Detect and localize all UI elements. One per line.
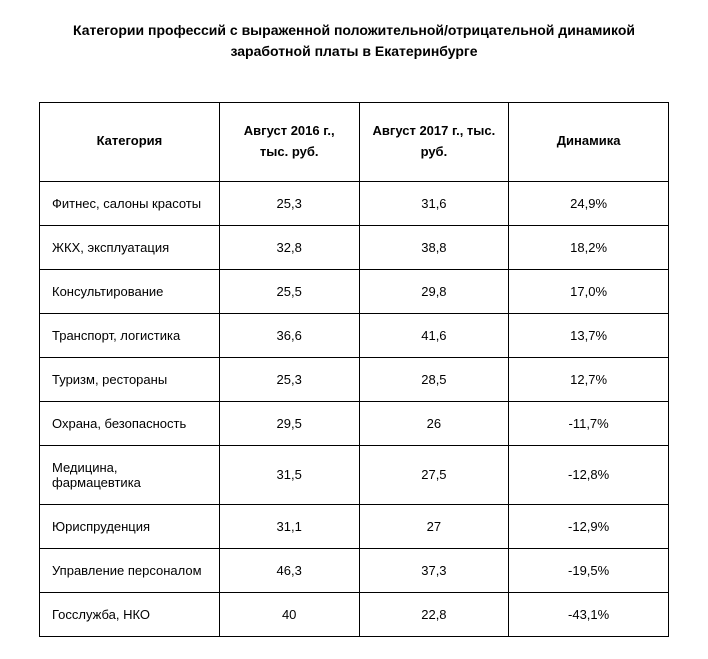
col-category: Категория — [40, 103, 220, 182]
cell-2017: 31,6 — [359, 181, 509, 225]
cell-2017: 28,5 — [359, 357, 509, 401]
cell-category: Госслужба, НКО — [40, 592, 220, 636]
cell-dynamics: -12,9% — [509, 504, 669, 548]
cell-dynamics: 13,7% — [509, 313, 669, 357]
cell-category: Туризм, рестораны — [40, 357, 220, 401]
cell-2017: 41,6 — [359, 313, 509, 357]
cell-category: Фитнес, салоны красоты — [40, 181, 220, 225]
cell-dynamics: 18,2% — [509, 225, 669, 269]
cell-2017: 37,3 — [359, 548, 509, 592]
table-row: Госслужба, НКО4022,8-43,1% — [40, 592, 669, 636]
cell-2016: 31,1 — [219, 504, 359, 548]
cell-2017: 22,8 — [359, 592, 509, 636]
table-row: Управление персоналом46,337,3-19,5% — [40, 548, 669, 592]
cell-2017: 27,5 — [359, 445, 509, 504]
cell-dynamics: 12,7% — [509, 357, 669, 401]
col-dynamics: Динамика — [509, 103, 669, 182]
table-row: Охрана, безопасность29,526-11,7% — [40, 401, 669, 445]
cell-2016: 32,8 — [219, 225, 359, 269]
cell-dynamics: 17,0% — [509, 269, 669, 313]
cell-2016: 36,6 — [219, 313, 359, 357]
cell-category: Охрана, безопасность — [40, 401, 220, 445]
cell-2017: 26 — [359, 401, 509, 445]
cell-dynamics: -43,1% — [509, 592, 669, 636]
salary-table: Категория Август 2016 г., тыс. руб. Авгу… — [39, 102, 669, 637]
cell-dynamics: -19,5% — [509, 548, 669, 592]
cell-2016: 25,5 — [219, 269, 359, 313]
cell-2016: 46,3 — [219, 548, 359, 592]
page-title: Категории профессий с выраженной положит… — [20, 20, 688, 62]
table-header-row: Категория Август 2016 г., тыс. руб. Авгу… — [40, 103, 669, 182]
table-row: Медицина, фармацевтика31,527,5-12,8% — [40, 445, 669, 504]
cell-dynamics: -12,8% — [509, 445, 669, 504]
cell-2017: 29,8 — [359, 269, 509, 313]
cell-2017: 27 — [359, 504, 509, 548]
cell-category: ЖКХ, эксплуатация — [40, 225, 220, 269]
cell-category: Управление персоналом — [40, 548, 220, 592]
cell-dynamics: -11,7% — [509, 401, 669, 445]
col-2016: Август 2016 г., тыс. руб. — [219, 103, 359, 182]
cell-2016: 25,3 — [219, 181, 359, 225]
table-row: Туризм, рестораны25,328,512,7% — [40, 357, 669, 401]
cell-2017: 38,8 — [359, 225, 509, 269]
cell-2016: 29,5 — [219, 401, 359, 445]
cell-category: Транспорт, логистика — [40, 313, 220, 357]
cell-category: Юриспруденция — [40, 504, 220, 548]
table-row: ЖКХ, эксплуатация32,838,818,2% — [40, 225, 669, 269]
cell-2016: 40 — [219, 592, 359, 636]
table-row: Фитнес, салоны красоты25,331,624,9% — [40, 181, 669, 225]
cell-category: Консультирование — [40, 269, 220, 313]
cell-2016: 25,3 — [219, 357, 359, 401]
col-2017: Август 2017 г., тыс. руб. — [359, 103, 509, 182]
cell-2016: 31,5 — [219, 445, 359, 504]
cell-dynamics: 24,9% — [509, 181, 669, 225]
table-row: Консультирование25,529,817,0% — [40, 269, 669, 313]
table-row: Юриспруденция31,127-12,9% — [40, 504, 669, 548]
cell-category: Медицина, фармацевтика — [40, 445, 220, 504]
table-row: Транспорт, логистика36,641,613,7% — [40, 313, 669, 357]
